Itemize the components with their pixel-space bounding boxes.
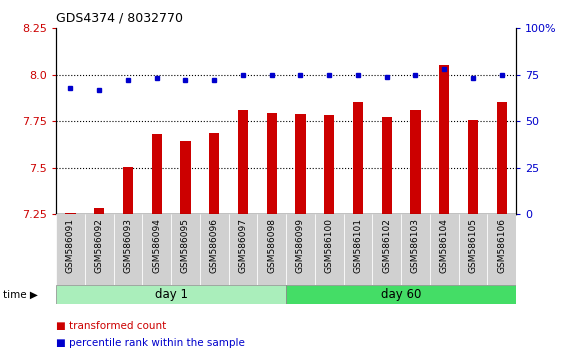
Bar bbox=[488, 214, 516, 285]
Bar bbox=[458, 214, 488, 285]
Text: GSM586103: GSM586103 bbox=[411, 218, 420, 273]
Bar bbox=[56, 214, 85, 285]
Text: GSM586096: GSM586096 bbox=[210, 218, 219, 273]
Bar bbox=[296, 114, 306, 214]
Text: GSM586104: GSM586104 bbox=[440, 218, 449, 273]
Text: GSM586102: GSM586102 bbox=[382, 218, 391, 273]
Text: GDS4374 / 8032770: GDS4374 / 8032770 bbox=[56, 12, 183, 25]
Bar bbox=[286, 214, 315, 285]
Bar bbox=[171, 214, 200, 285]
Bar bbox=[56, 285, 286, 304]
Bar bbox=[85, 214, 113, 285]
Text: GSM586092: GSM586092 bbox=[95, 218, 104, 273]
Text: GSM586101: GSM586101 bbox=[353, 218, 362, 273]
Bar bbox=[113, 214, 142, 285]
Bar bbox=[411, 110, 421, 214]
Text: day 1: day 1 bbox=[155, 288, 187, 301]
Text: GSM586094: GSM586094 bbox=[152, 218, 161, 273]
Text: ■ transformed count: ■ transformed count bbox=[56, 321, 167, 331]
Text: GSM586106: GSM586106 bbox=[497, 218, 506, 273]
Bar bbox=[238, 110, 248, 214]
Bar bbox=[142, 214, 171, 285]
Bar bbox=[324, 115, 334, 214]
Text: day 60: day 60 bbox=[381, 288, 421, 301]
Bar bbox=[66, 213, 76, 214]
Bar bbox=[430, 214, 459, 285]
Bar bbox=[229, 214, 257, 285]
Bar bbox=[200, 214, 229, 285]
Bar bbox=[151, 134, 162, 214]
Text: GSM586099: GSM586099 bbox=[296, 218, 305, 273]
Bar bbox=[343, 214, 373, 285]
Bar bbox=[353, 102, 363, 214]
Text: GSM586105: GSM586105 bbox=[468, 218, 477, 273]
Bar bbox=[381, 116, 392, 214]
Bar bbox=[266, 113, 277, 214]
Text: GSM586097: GSM586097 bbox=[238, 218, 247, 273]
Text: GSM586100: GSM586100 bbox=[325, 218, 334, 273]
Bar bbox=[373, 214, 401, 285]
Bar bbox=[257, 214, 286, 285]
Bar bbox=[439, 65, 449, 214]
Bar bbox=[123, 167, 133, 214]
Bar bbox=[209, 133, 219, 214]
Bar bbox=[286, 285, 516, 304]
Text: ■ percentile rank within the sample: ■ percentile rank within the sample bbox=[56, 338, 245, 348]
Bar bbox=[468, 120, 478, 214]
Text: time ▶: time ▶ bbox=[3, 290, 38, 300]
Text: GSM586091: GSM586091 bbox=[66, 218, 75, 273]
Bar bbox=[94, 208, 104, 214]
Text: GSM586093: GSM586093 bbox=[123, 218, 132, 273]
Bar bbox=[181, 141, 191, 214]
Text: GSM586095: GSM586095 bbox=[181, 218, 190, 273]
Bar bbox=[496, 102, 507, 214]
Bar bbox=[315, 214, 343, 285]
Text: GSM586098: GSM586098 bbox=[267, 218, 276, 273]
Bar bbox=[401, 214, 430, 285]
